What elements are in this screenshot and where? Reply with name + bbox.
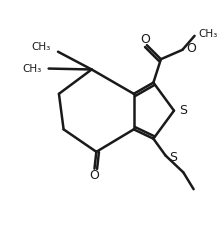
Text: S: S bbox=[179, 104, 187, 117]
Text: CH₃: CH₃ bbox=[198, 29, 218, 39]
Text: CH₃: CH₃ bbox=[22, 64, 41, 73]
Text: CH₃: CH₃ bbox=[31, 42, 51, 52]
Text: S: S bbox=[169, 151, 177, 164]
Text: O: O bbox=[140, 33, 150, 46]
Text: O: O bbox=[90, 169, 99, 182]
Text: O: O bbox=[186, 42, 196, 55]
